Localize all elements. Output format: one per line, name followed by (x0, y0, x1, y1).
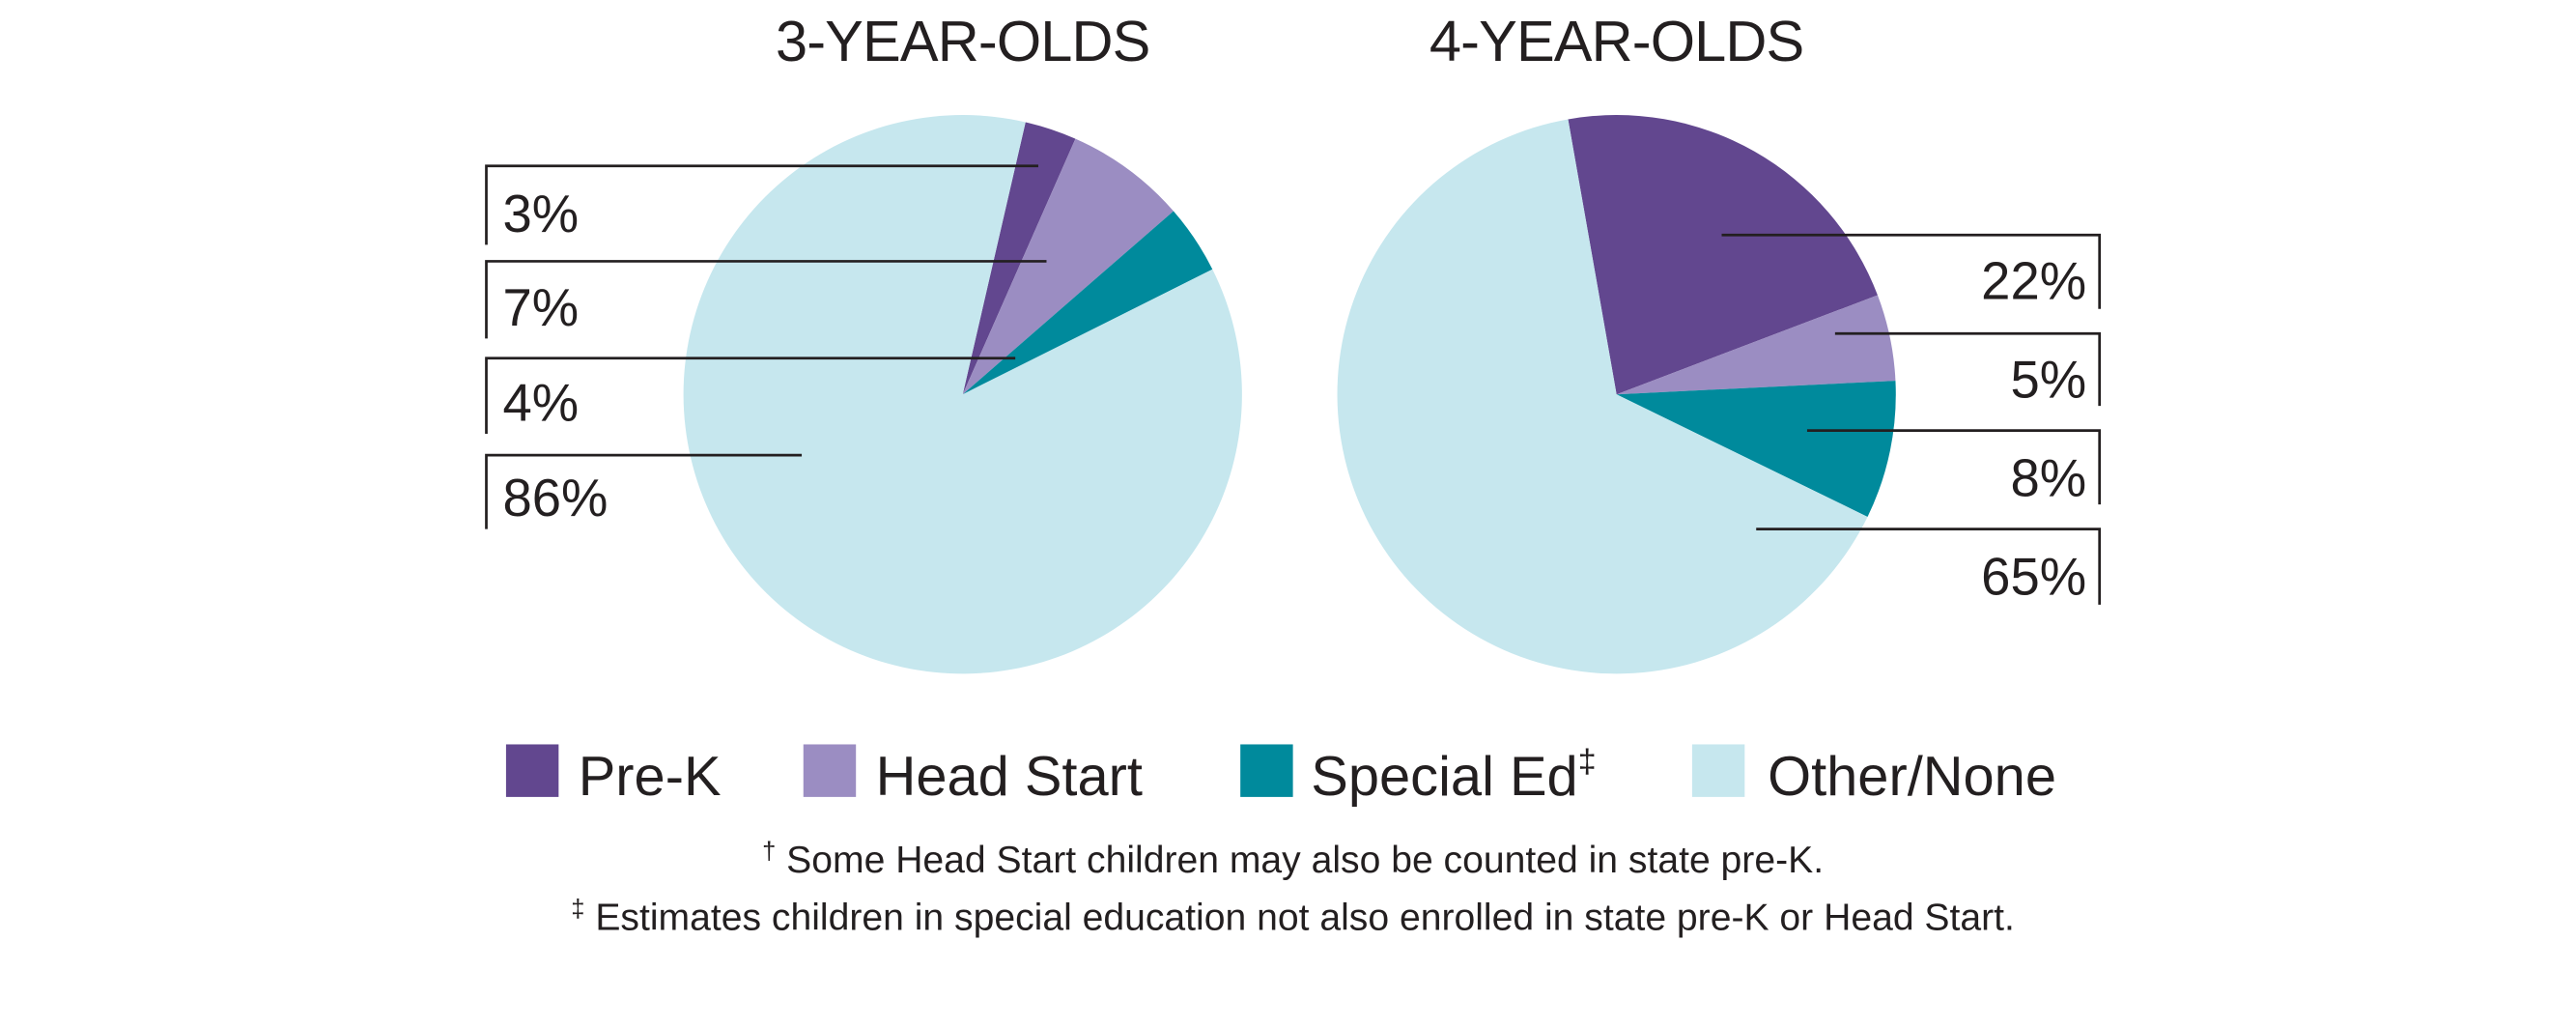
pie-slice-4yr-specialed (1616, 381, 1896, 517)
leader-line-3yr-other (485, 453, 803, 529)
leader-lines-3yr (485, 164, 1047, 529)
legend-label-headstart: Head Start (876, 746, 1143, 808)
leader-line-4yr-other (1756, 528, 2102, 605)
data-label-3yr-other: 86% (503, 469, 609, 528)
legend-swatch-specialed (1240, 744, 1293, 797)
data-label-4yr-headstart: 5% (2010, 351, 2086, 410)
legend-swatch-other (1691, 744, 1745, 797)
data-label-4yr-specialed: 8% (2010, 449, 2086, 508)
leader-line-3yr-prek (485, 164, 1038, 245)
pie-3-year-olds: 3-YEAR-OLDS 3% 7% 4% 86% (485, 9, 1242, 674)
leader-lines-4yr (1721, 233, 2102, 605)
pie-slice-3yr-headstart (962, 138, 1174, 395)
leader-line-3yr-headstart (485, 260, 1047, 339)
pie-title-4yr: 4-YEAR-OLDS (1430, 9, 1804, 73)
footnote-dagger: † Some Head Start children may also be c… (762, 839, 1824, 882)
legend-label-other: Other/None (1768, 746, 2056, 808)
leader-line-4yr-prek (1721, 233, 2102, 309)
pie-slice-3yr-prek (962, 122, 1076, 395)
legend-label-specialed: Special Ed‡ (1311, 743, 1596, 808)
legend-swatch-headstart (803, 744, 857, 797)
pie-title-3yr: 3-YEAR-OLDS (776, 9, 1150, 73)
legend-label-prek: Pre-K (579, 746, 722, 808)
data-label-3yr-specialed: 4% (503, 373, 580, 432)
data-label-3yr-prek: 3% (503, 185, 580, 243)
leader-line-4yr-specialed (1806, 429, 2102, 505)
leader-line-3yr-specialed (485, 357, 1016, 435)
pie-4-year-olds: 4-YEAR-OLDS 22% 5% 8% 65% (1337, 9, 2102, 674)
data-label-4yr-prek: 22% (1981, 252, 2086, 311)
pie-slice-4yr-prek (1568, 115, 1878, 395)
data-label-4yr-other: 65% (1981, 548, 2086, 607)
leader-line-4yr-headstart (1834, 331, 2102, 407)
legend-sup-specialed: ‡ (1578, 743, 1597, 780)
pie-slices-3yr (683, 115, 1242, 674)
pie-slice-3yr-other (683, 115, 1242, 674)
pie-slices-4yr (1337, 115, 1896, 674)
data-label-3yr-headstart: 7% (503, 278, 580, 337)
pie-slice-4yr-other (1337, 119, 1868, 674)
footnote-double-dagger: ‡ Estimates children in special educatio… (571, 896, 2015, 939)
legend: Pre-K Head Start Special Ed‡ Other/None (505, 743, 2056, 808)
legend-swatch-prek (505, 744, 559, 797)
pie-slice-3yr-specialed (962, 211, 1213, 395)
pie-slice-4yr-headstart (1616, 295, 1896, 395)
